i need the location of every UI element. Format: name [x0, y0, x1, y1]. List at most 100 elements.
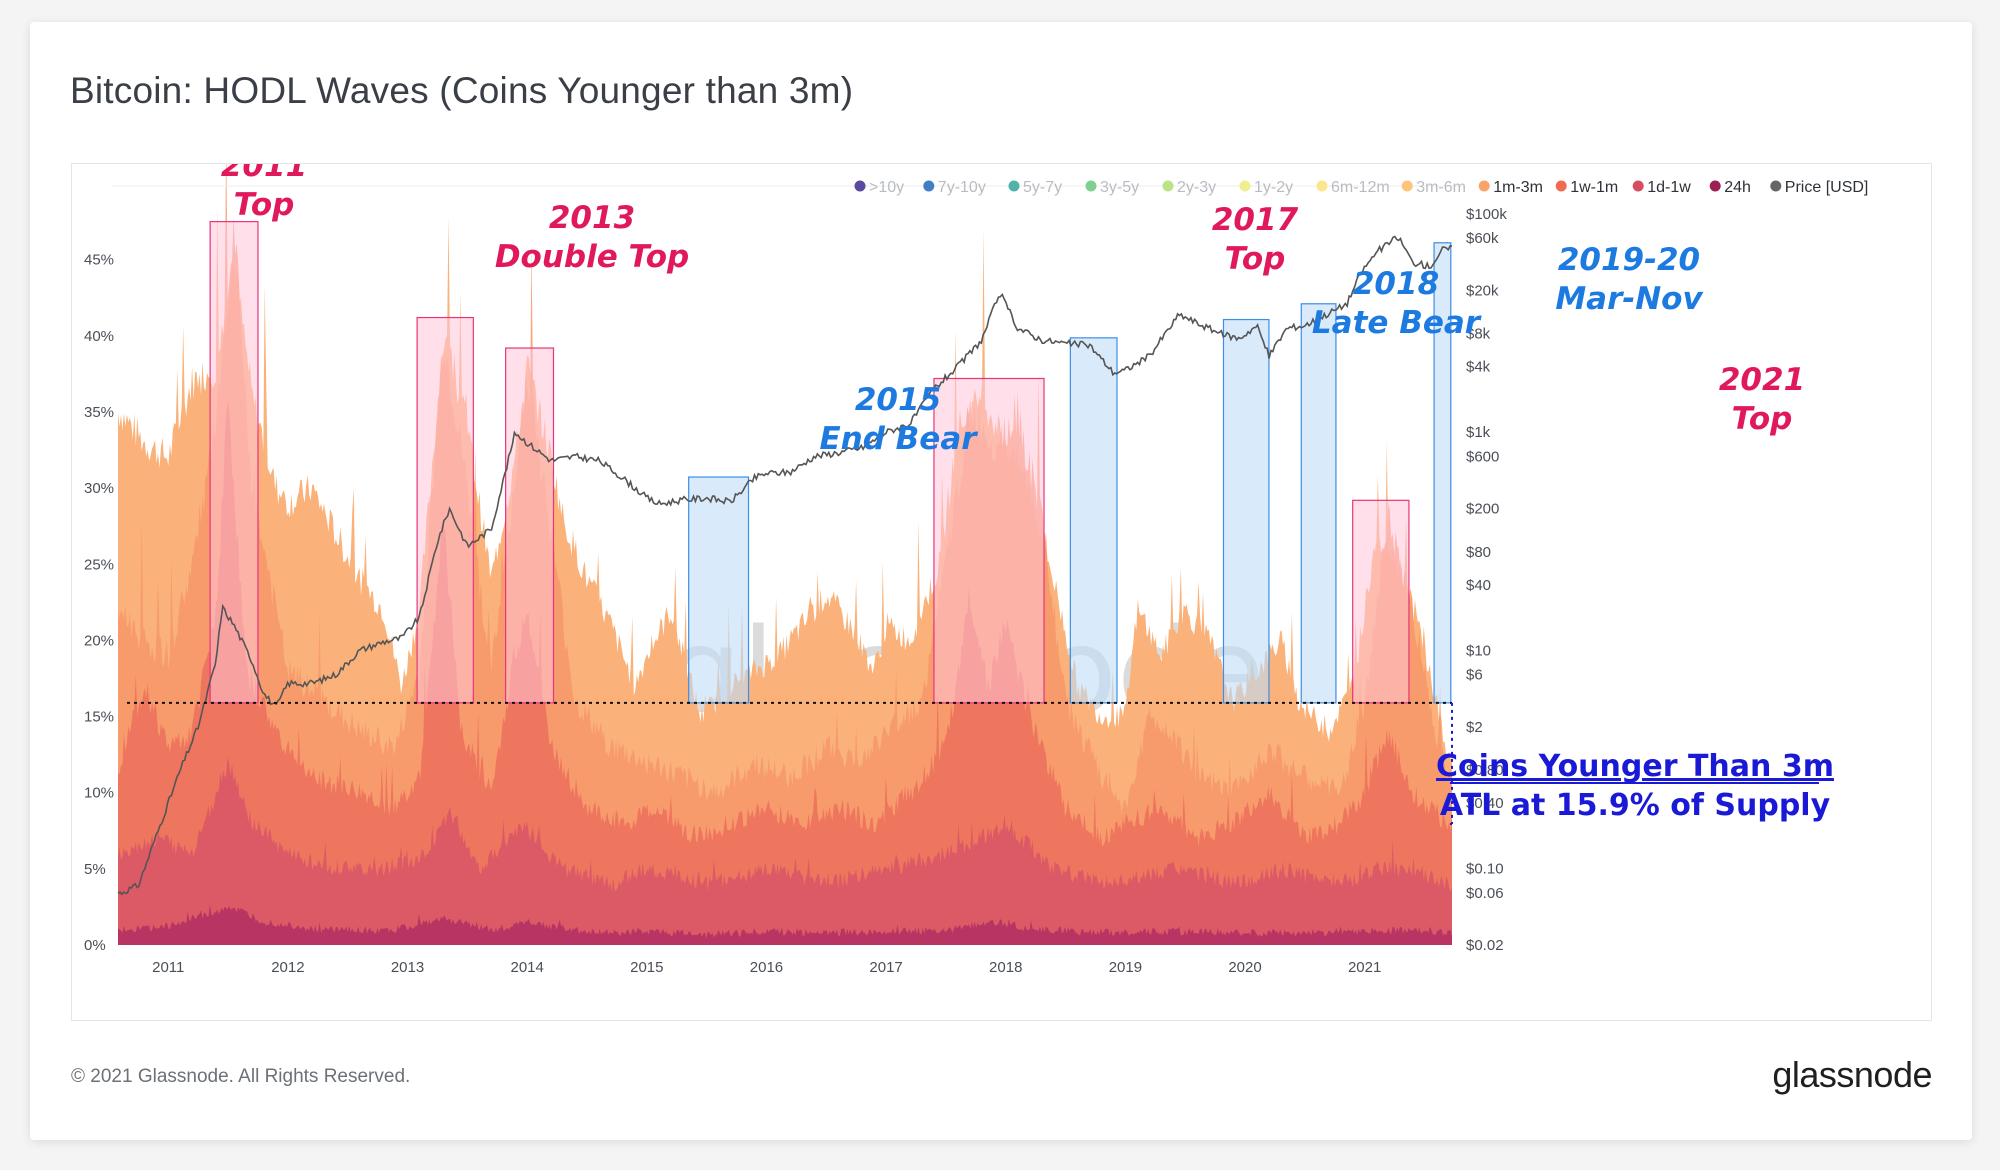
- legend-item-2y-3y: 2y-3y: [1162, 179, 1216, 196]
- y-left-tick-label: 10%: [84, 785, 114, 802]
- y-right-tick-label: $200: [1466, 501, 1499, 518]
- bear-highlight-box-9: [1433, 242, 1452, 704]
- legend-label: 1m-3m: [1493, 179, 1543, 196]
- y-left-tick-label: 20%: [84, 632, 114, 649]
- legend-swatch: [1478, 180, 1490, 192]
- legend-item-1y-2y: 1y-2y: [1239, 179, 1293, 196]
- area-series-1d-1w: [118, 756, 1452, 945]
- area-series-1w-1m: [118, 401, 1452, 945]
- legend-item--10y: >10y: [854, 179, 904, 196]
- legend-swatch: [1085, 180, 1097, 192]
- legend-swatch: [1555, 180, 1567, 192]
- y-right-tick-label: $100k: [1466, 206, 1507, 223]
- bear-highlight-box-7: [1300, 303, 1337, 704]
- chart-frame: glassnode 0%5%10%15%20%25%30%35%40%45%$1…: [71, 163, 1932, 1021]
- legend-swatch: [1239, 180, 1251, 192]
- x-tick-label: 2014: [510, 959, 543, 976]
- y-right-tick-label: $0.06: [1466, 885, 1504, 902]
- annotation-2013-double-top-line-1: 2013: [549, 200, 635, 236]
- legend-item-6m-12m: 6m-12m: [1316, 179, 1390, 196]
- legend-swatch: [1401, 180, 1413, 192]
- y-left-tick-label: 35%: [84, 404, 114, 421]
- y-left-tick-label: 40%: [84, 328, 114, 345]
- top-highlight-box-8: [1352, 499, 1410, 704]
- legend-item-5y-7y: 5y-7y: [1008, 179, 1062, 196]
- y-right-tick-label: $4k: [1466, 359, 1491, 376]
- y-right-tick-label: $8k: [1466, 326, 1491, 343]
- legend-item-1m-3m: 1m-3m: [1478, 179, 1543, 196]
- y-right-tick-label: $60k: [1466, 230, 1499, 247]
- legend-label: 3y-5y: [1100, 179, 1139, 196]
- glassnode-logo[interactable]: glassnode: [1772, 1054, 1932, 1095]
- annotation-2021-top-line-1: 2021: [1719, 362, 1805, 398]
- y-right-tick-label: $20k: [1466, 282, 1499, 299]
- legend-swatch: [854, 180, 866, 192]
- y-left-tick-label: 25%: [84, 556, 114, 573]
- y-left-tick-label: 5%: [84, 861, 106, 878]
- y-right-tick-label: $600: [1466, 448, 1499, 465]
- annotation-atl-line-2: ATL at 15.9% of Supply: [1440, 788, 1831, 823]
- y-right-tick-label: $80: [1466, 544, 1491, 561]
- legend-label: 24h: [1724, 179, 1751, 196]
- x-tick-label: 2020: [1228, 959, 1261, 976]
- annotation-2018-late-bear-line-2: Late Bear: [1312, 305, 1482, 341]
- legend-swatch: [1770, 180, 1782, 192]
- legend-label: >10y: [869, 179, 904, 196]
- annotation-2021-top-line-2: Top: [1732, 401, 1793, 437]
- x-tick-label: 2021: [1348, 959, 1381, 976]
- bear-highlight-box-3: [688, 476, 750, 704]
- legend-item-price--usd-: Price [USD]: [1770, 179, 1868, 196]
- annotation-2011-top-line-2: Top: [234, 187, 295, 223]
- price-line: [117, 235, 1453, 896]
- y-left-tick-label: 15%: [84, 709, 114, 726]
- legend-item-7y-10y: 7y-10y: [923, 179, 986, 196]
- legend-label: 3m-6m: [1416, 179, 1466, 196]
- legend-label: Price [USD]: [1785, 179, 1869, 196]
- top-highlight-box-1: [416, 316, 474, 704]
- y-left-tick-label: 30%: [84, 480, 114, 497]
- top-highlight-box-2: [505, 347, 555, 704]
- bear-highlight-box-5: [1069, 337, 1118, 704]
- y-left-tick-label: 45%: [84, 252, 114, 269]
- annotation-atl-line-1: Coins Younger Than 3m: [1436, 749, 1834, 784]
- footer-copyright: © 2021 Glassnode. All Rights Reserved.: [71, 1066, 411, 1087]
- x-tick-label: 2013: [391, 959, 424, 976]
- y-right-tick-label: $0.10: [1466, 861, 1504, 878]
- annotation-2017-top-line-2: Top: [1225, 241, 1286, 277]
- legend-label: 6m-12m: [1331, 179, 1390, 196]
- y-left-tick-label: 0%: [84, 937, 106, 954]
- bear-highlight-box-6: [1222, 318, 1270, 704]
- y-right-tick-label: $0.80: [1466, 762, 1504, 779]
- legend-item-3m-6m: 3m-6m: [1401, 179, 1466, 196]
- annotation-2015-end-bear-line-2: End Bear: [819, 421, 978, 457]
- legend-label: 5y-7y: [1023, 179, 1062, 196]
- y-right-tick-label: $0.40: [1466, 795, 1504, 812]
- x-tick-label: 2012: [271, 959, 304, 976]
- legend-swatch: [1162, 180, 1174, 192]
- legend-item-3y-5y: 3y-5y: [1085, 179, 1139, 196]
- y-right-tick-label: $10: [1466, 642, 1491, 659]
- legend-label: 1y-2y: [1254, 179, 1293, 196]
- x-tick-label: 2019: [1109, 959, 1142, 976]
- x-tick-label: 2016: [750, 959, 783, 976]
- y-right-tick-label: $2: [1466, 719, 1483, 736]
- annotation-2015-end-bear-line-1: 2015: [855, 382, 941, 418]
- y-right-tick-label: $40: [1466, 577, 1491, 594]
- annotation-2011-top-line-1: 2011: [221, 164, 307, 184]
- annotation-2017-top-line-1: 2017: [1212, 202, 1299, 238]
- x-tick-label: 2017: [869, 959, 902, 976]
- legend-item-1w-1m: 1w-1m: [1555, 179, 1618, 196]
- x-tick-label: 2018: [989, 959, 1022, 976]
- annotation-2019-20-mar-nov-line-2: Mar-Nov: [1555, 281, 1704, 317]
- y-right-tick-label: $0.02: [1466, 937, 1504, 954]
- legend-label: 1w-1m: [1570, 179, 1618, 196]
- y-right-tick-label: $6: [1466, 667, 1483, 684]
- top-highlight-box-4: [933, 377, 1045, 704]
- legend-swatch: [1316, 180, 1328, 192]
- annotation-2013-double-top-line-2: Double Top: [495, 239, 689, 275]
- legend-label: 2y-3y: [1177, 179, 1216, 196]
- hodl-waves-chart: glassnode 0%5%10%15%20%25%30%35%40%45%$1…: [84, 164, 1868, 976]
- legend-swatch: [1709, 180, 1721, 192]
- legend-swatch: [1632, 180, 1644, 192]
- legend-label: 7y-10y: [938, 179, 986, 196]
